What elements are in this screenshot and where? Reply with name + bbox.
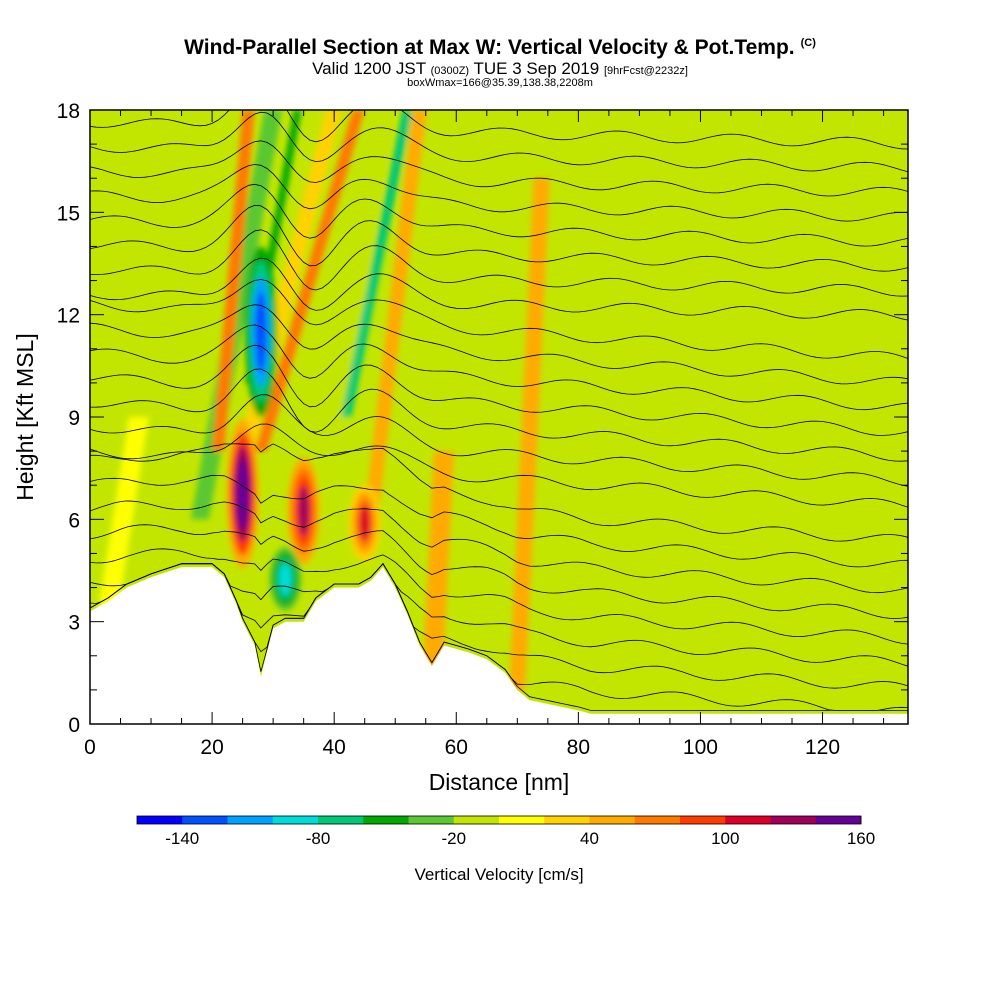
- title-text: Wind-Parallel Section at Max W: Vertical…: [184, 36, 795, 59]
- downdraft-band: [190, 110, 283, 520]
- x-tick-label: 0: [84, 736, 96, 759]
- theta-contour: [90, 474, 908, 568]
- chart-subtitle: Valid 1200 JST (0300Z) TUE 3 Sep 2019 [9…: [0, 59, 1000, 79]
- theta-contour: [90, 110, 908, 150]
- valid-date: TUE 3 Sep 2019: [473, 59, 600, 78]
- theta-contour: [90, 111, 908, 173]
- colorbar-frame: [136, 815, 862, 825]
- colorbar-swatch: [272, 816, 319, 824]
- y-tick-label: 12: [57, 305, 80, 328]
- theta-contour: [90, 229, 908, 297]
- axes: 0 20 40 60 80 100 120 0 3 6 9 12 15 18: [57, 100, 908, 759]
- colorbar-swatch: [453, 816, 500, 824]
- x-tick-label: 100: [683, 736, 718, 759]
- colorbar-swatch: [634, 816, 681, 824]
- y-tick-label: 15: [57, 202, 80, 225]
- downdraft-core: [279, 563, 291, 595]
- colorbar-swatch: [725, 816, 771, 824]
- downdraft-band: [822, 110, 847, 690]
- colorbar-swatch: [227, 816, 274, 824]
- colorbar-swatch: [589, 816, 636, 824]
- downdraft-band: [311, 110, 394, 520]
- valid-utc: (0300Z): [430, 65, 470, 77]
- theta-contour: [90, 257, 908, 321]
- colorbar-swatch: [363, 816, 409, 824]
- updraft-band: [212, 110, 255, 452]
- theta-contour: [90, 183, 908, 247]
- box-info: boxWmax=166@35.39,138.38,2208m: [407, 77, 593, 89]
- x-tick-label: 20: [200, 736, 223, 759]
- x-tick-label: 60: [445, 736, 468, 759]
- colorbar-swatch: [680, 816, 726, 824]
- terrain: [90, 567, 908, 724]
- copyright-badge: (C): [800, 37, 816, 49]
- colorbar-swatch: [770, 816, 817, 824]
- theta-contour: [90, 443, 908, 542]
- downdraft-band: [885, 110, 906, 690]
- x-axis-label: Distance [nm]: [429, 769, 570, 795]
- theta-contour: [90, 140, 908, 197]
- updraft-core: [298, 485, 310, 536]
- forecast-info: [9hrFcst@2232z]: [603, 65, 688, 77]
- theta-contour: [90, 394, 908, 487]
- y-axis-label: Height [Kft MSL]: [12, 333, 38, 500]
- colorbar-tick-label: 100: [711, 829, 739, 848]
- y-tick-label: 3: [68, 612, 80, 635]
- theta-contour: [90, 204, 908, 272]
- theta-contour: [90, 344, 908, 436]
- colorbar-swatch: [137, 816, 183, 824]
- colorbar: -140 -80 -20 40 100 160: [136, 815, 875, 848]
- theta-contour: [90, 563, 908, 667]
- downdraft-band: [739, 246, 772, 690]
- colorbar-tick-label: 160: [847, 829, 875, 848]
- theta-contour: [90, 423, 908, 508]
- updraft-band: [254, 110, 365, 452]
- colorbar-tick-label: -20: [441, 829, 466, 848]
- updraft-core: [359, 504, 371, 541]
- y-tick-label: 9: [68, 407, 80, 430]
- colorbar-swatch: [408, 816, 455, 824]
- theta-contour: [90, 524, 908, 619]
- theta-contour: [90, 368, 908, 462]
- colorbar-swatch: [318, 816, 364, 824]
- y-tick-label: 18: [57, 100, 80, 123]
- theta-contour: [90, 500, 908, 594]
- valid-prefix: Valid 1200 JST: [312, 59, 426, 78]
- theta-contour: [90, 164, 908, 222]
- colorbar-swatch: [544, 816, 590, 824]
- theta-contours: [90, 110, 908, 711]
- updraft-band: [421, 451, 455, 690]
- y-tick-label: 0: [68, 714, 80, 737]
- x-tick-label: 80: [567, 736, 590, 759]
- theta-contour: [90, 279, 908, 359]
- colorbar-tick-label: -80: [306, 829, 331, 848]
- colorbar-tick-label: -140: [165, 829, 199, 848]
- x-tick-label: 120: [805, 736, 840, 759]
- y-tick-label: 6: [68, 509, 80, 532]
- updraft-core: [237, 458, 249, 529]
- x-tick-label: 40: [322, 736, 345, 759]
- theta-contour: [90, 304, 908, 385]
- chart-title: Wind-Parallel Section at Max W: Vertical…: [0, 36, 1000, 60]
- colorbar-swatch: [182, 816, 228, 824]
- theta-contour: [90, 548, 908, 645]
- theta-contour: [90, 324, 908, 411]
- colorbar-swatch: [815, 816, 862, 824]
- downdraft-core: [255, 291, 267, 372]
- colorbar-swatch: [499, 816, 545, 824]
- colorbar-tick-label: 40: [580, 829, 599, 848]
- colorbar-label: Vertical Velocity [cm/s]: [414, 865, 583, 884]
- downdraft-band: [341, 110, 413, 417]
